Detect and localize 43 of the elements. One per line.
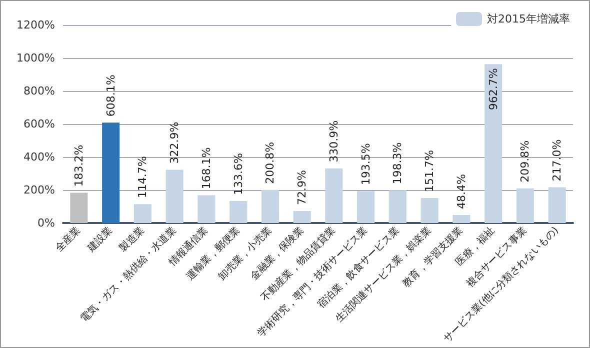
bar (388, 190, 406, 223)
bar (484, 64, 502, 223)
data-label: 962.7% (486, 68, 500, 110)
data-label: 200.8% (264, 142, 277, 184)
bar (166, 170, 184, 223)
data-label: 151.7% (423, 150, 436, 192)
bar (293, 210, 311, 223)
legend-label: 対2015年増減率 (487, 12, 570, 26)
bar (102, 122, 120, 223)
y-tick-label: 200% (24, 184, 55, 196)
data-label: 168.1% (200, 147, 213, 190)
x-tick-label: 全産業 (53, 224, 83, 254)
bar (70, 192, 88, 223)
bar (325, 168, 343, 223)
bar (452, 215, 470, 223)
data-label: 193.5% (359, 143, 372, 186)
data-label: 183.2% (72, 144, 86, 187)
x-tick-label: 建設業 (84, 224, 115, 255)
data-label: 72.9% (296, 170, 309, 205)
bar (516, 188, 534, 223)
bar (357, 191, 375, 223)
bar (261, 190, 279, 223)
data-label: 133.6% (232, 153, 245, 195)
data-label: 322.9% (168, 122, 182, 164)
bar (230, 200, 248, 223)
y-tick-label: 600% (24, 118, 55, 130)
data-label: 114.7% (136, 156, 150, 198)
data-label: 330.9% (327, 120, 340, 162)
bar (134, 204, 152, 223)
y-tick-label: 800% (24, 84, 55, 98)
y-tick-label: 0% (38, 216, 55, 230)
bar (198, 195, 216, 223)
y-tick-label: 1200% (16, 18, 55, 32)
bar (548, 187, 566, 223)
data-label: 217.0% (550, 139, 564, 182)
data-label: 608.1% (104, 74, 118, 117)
data-label: 209.8% (518, 140, 532, 182)
x-tick-label: 製造業 (116, 224, 147, 254)
y-tick-label: 1000% (16, 52, 55, 64)
y-tick-label: 400% (24, 150, 55, 164)
data-label: 48.4% (454, 174, 468, 210)
bar (420, 198, 438, 223)
data-label: 198.3% (391, 142, 404, 184)
